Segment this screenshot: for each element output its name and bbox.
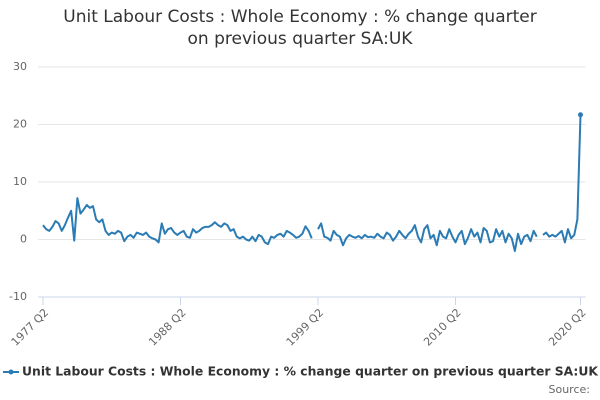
chart-title: Unit Labour Costs : Whole Economy : % ch… bbox=[63, 7, 537, 49]
x-tick-label: 1999 Q2 bbox=[284, 306, 327, 349]
y-tick-label: 0 bbox=[20, 233, 27, 246]
source: Source: bbox=[549, 383, 591, 396]
y-tick-label: 30 bbox=[13, 60, 27, 73]
legend-label: Unit Labour Costs : Whole Economy : % ch… bbox=[22, 364, 599, 379]
x-tick-label: 1988 Q2 bbox=[146, 306, 189, 349]
y-tick-label: 20 bbox=[13, 118, 27, 131]
y-tick-label: 10 bbox=[13, 175, 27, 188]
data-line bbox=[42, 114, 582, 252]
x-tick-label: 1977 Q2 bbox=[9, 306, 52, 349]
y-tick-label: -10 bbox=[9, 290, 27, 303]
legend-marker bbox=[8, 369, 14, 375]
x-tick-label: 2010 Q2 bbox=[421, 306, 464, 349]
x-tick-label: 2020 Q2 bbox=[546, 306, 589, 349]
data-point bbox=[578, 112, 583, 118]
